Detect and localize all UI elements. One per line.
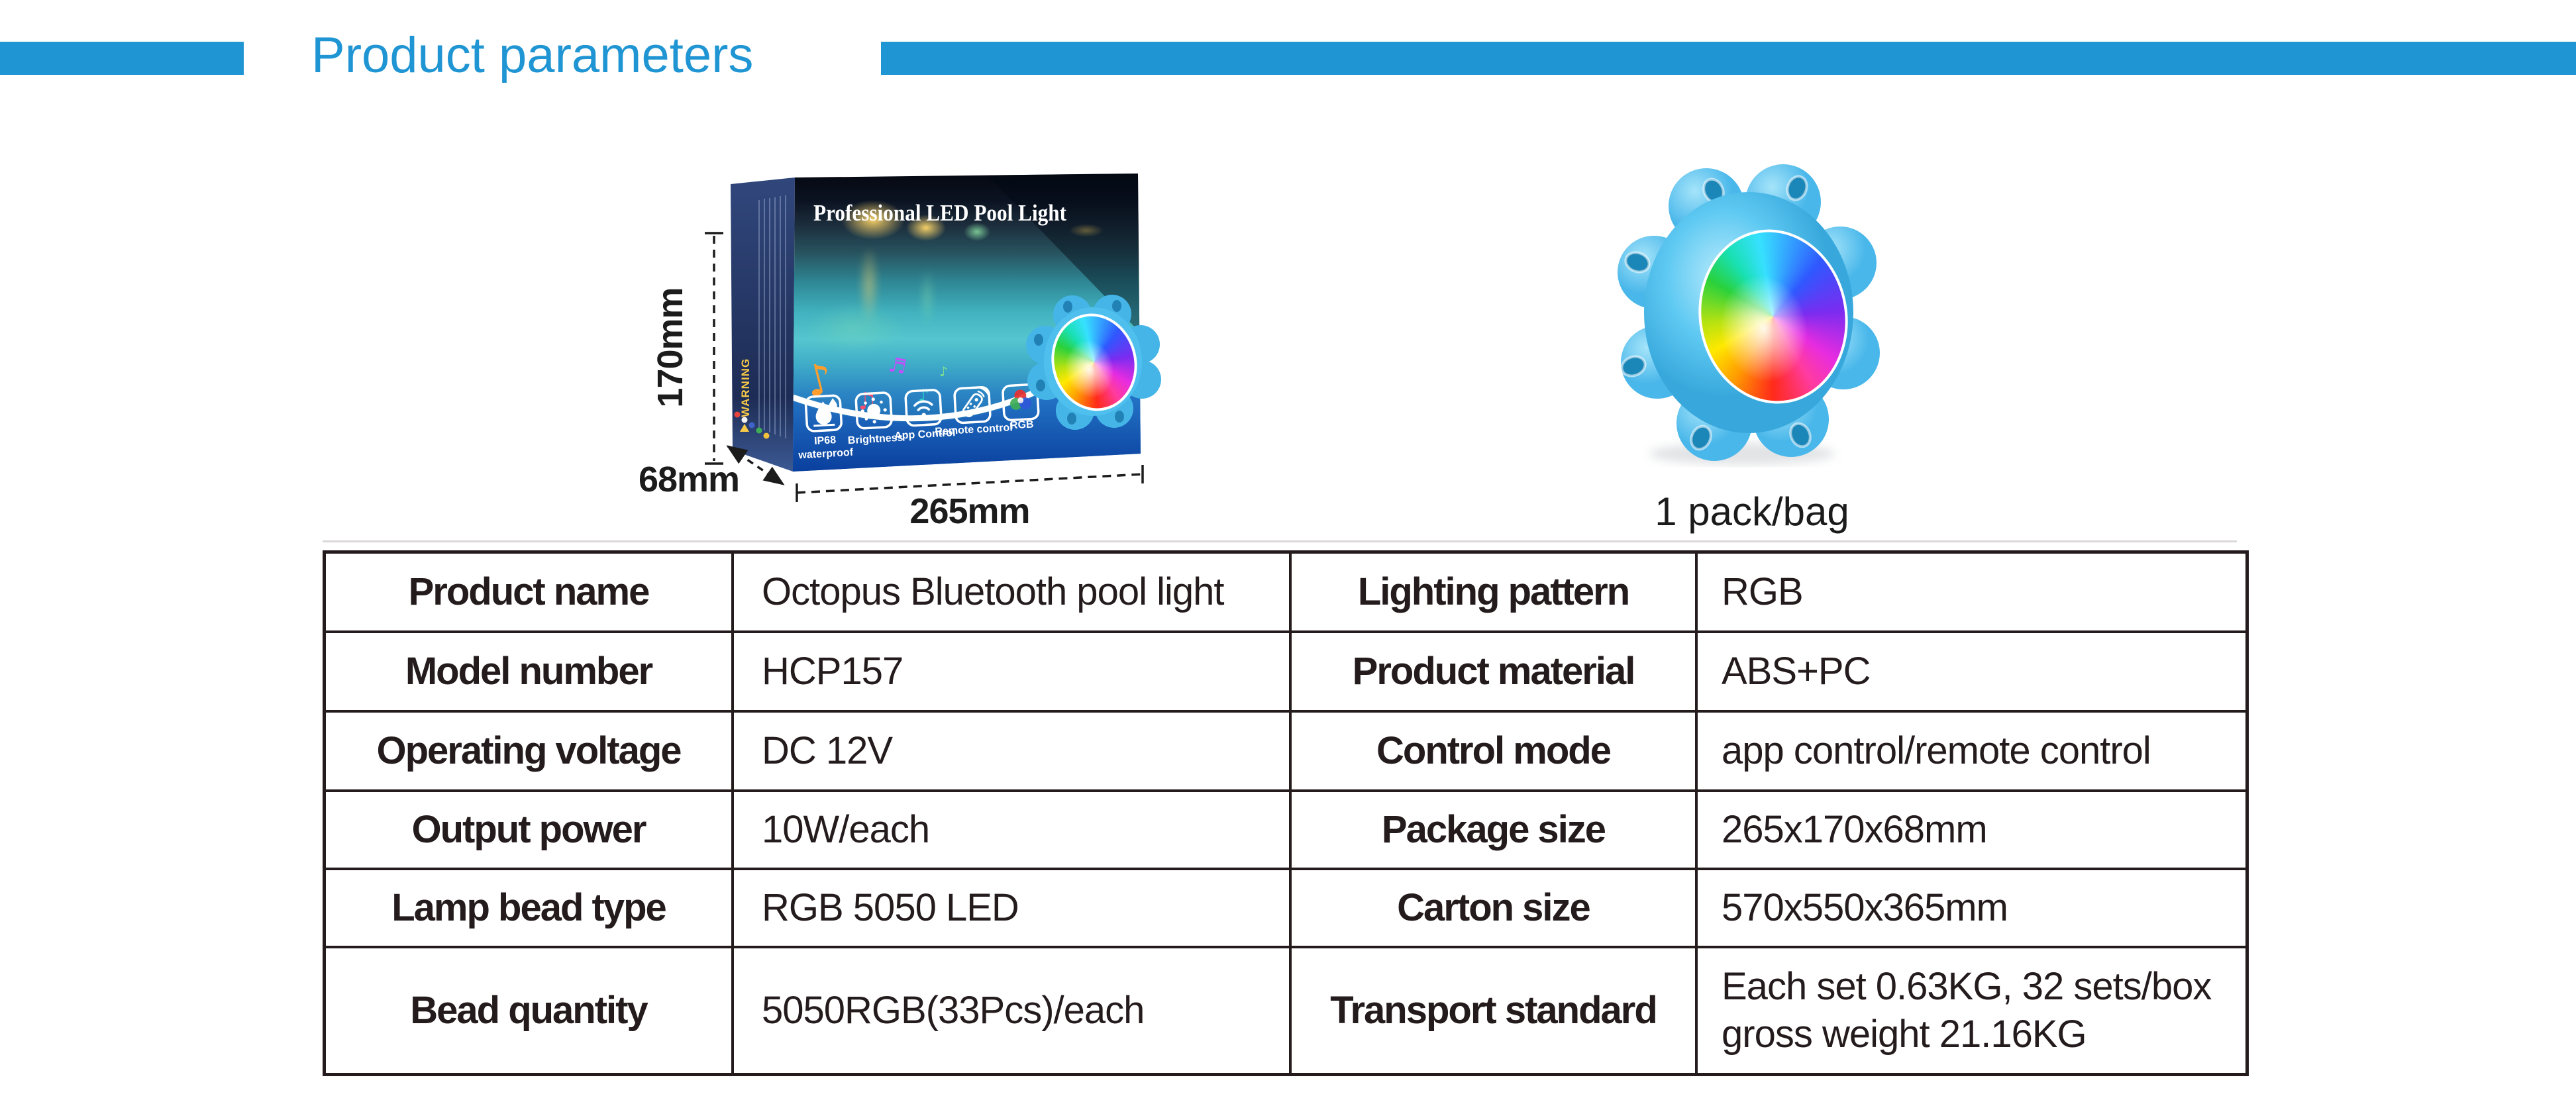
spec-value: app control/remote control: [1698, 713, 2245, 792]
app-control-wifi-icon: [904, 389, 943, 427]
pack-caption: 1 pack/bag: [1655, 489, 1849, 534]
spec-label: Product name: [326, 554, 734, 633]
package-box-image: WARNING ♪ ♫ ♬ ♪ ♩ ♪ Professional LED Poo…: [639, 174, 1161, 531]
spec-label: Model number: [326, 633, 734, 713]
svg-text:♬: ♬: [887, 353, 909, 379]
spec-label: Output power: [326, 792, 734, 870]
icon-label: App Control: [894, 427, 956, 442]
spec-label: Lamp bead type: [326, 870, 734, 948]
spec-value: 265x170x68mm: [1698, 792, 2245, 870]
spec-label: Product material: [1292, 633, 1698, 713]
page-title: Product parameters: [311, 27, 754, 83]
spec-label: Control mode: [1292, 713, 1698, 792]
spec-value: 570x550x365mm: [1698, 870, 2245, 948]
spec-label: Carton size: [1292, 870, 1698, 948]
dimension-height-label: 170mm: [650, 287, 690, 407]
section-divider-line: [323, 540, 2237, 542]
icon-label: Brightness: [847, 432, 903, 446]
icon-label: RGB: [1010, 419, 1034, 431]
box-spine-warning-label: WARNING: [739, 358, 752, 417]
spec-label: Bead quantity: [326, 948, 734, 1073]
box-front-artwork: ♪ ♫ ♬ ♪ ♩ ♪ Professional LED Pool Light: [793, 174, 1141, 472]
octopus-lobe-holes: [1620, 175, 1812, 451]
box-title: Professional LED Pool Light: [813, 200, 1066, 226]
spec-value: HCP157: [734, 633, 1292, 713]
spec-value: Octopus Bluetooth pool light: [734, 554, 1292, 633]
dimension-depth-label: 68mm: [639, 460, 739, 499]
spec-label: Package size: [1292, 792, 1698, 870]
spec-table: Product name Octopus Bluetooth pool ligh…: [323, 550, 2249, 1076]
icon-label: IP68: [814, 434, 837, 447]
spec-value: Each set 0.63KG, 32 sets/box gross weigh…: [1722, 964, 2212, 1056]
waterproof-icon: [804, 394, 843, 432]
spec-value: 10W/each: [734, 792, 1292, 870]
spec-label: Transport standard: [1292, 948, 1698, 1073]
box-spine: WARNING: [731, 177, 795, 472]
header-accent-bar-right: [881, 42, 2576, 75]
remote-control-icon: [953, 385, 992, 425]
spec-value: RGB: [1698, 554, 2245, 633]
rgb-icon: [1002, 383, 1040, 422]
icon-label: Remote control: [935, 422, 1013, 438]
svg-text:♪: ♪: [939, 364, 948, 379]
spec-value: DC 12V: [734, 713, 1292, 792]
header-accent-bar-left: [0, 42, 244, 75]
dimension-width-label: 265mm: [909, 491, 1029, 531]
icon-label: waterproof: [798, 447, 854, 462]
dimension-annotations: [705, 232, 1144, 502]
spec-label: Operating voltage: [326, 713, 734, 792]
spec-value: ABS+PC: [1698, 633, 2245, 713]
warning-triangle-icon: [740, 424, 749, 432]
brightness-icon: [854, 391, 893, 430]
spec-label: Lighting pattern: [1292, 554, 1698, 633]
flag-dots: [734, 411, 770, 439]
spec-value: 5050RGB(33Pcs)/each: [734, 948, 1292, 1073]
spec-value: RGB 5050 LED: [734, 870, 1292, 948]
